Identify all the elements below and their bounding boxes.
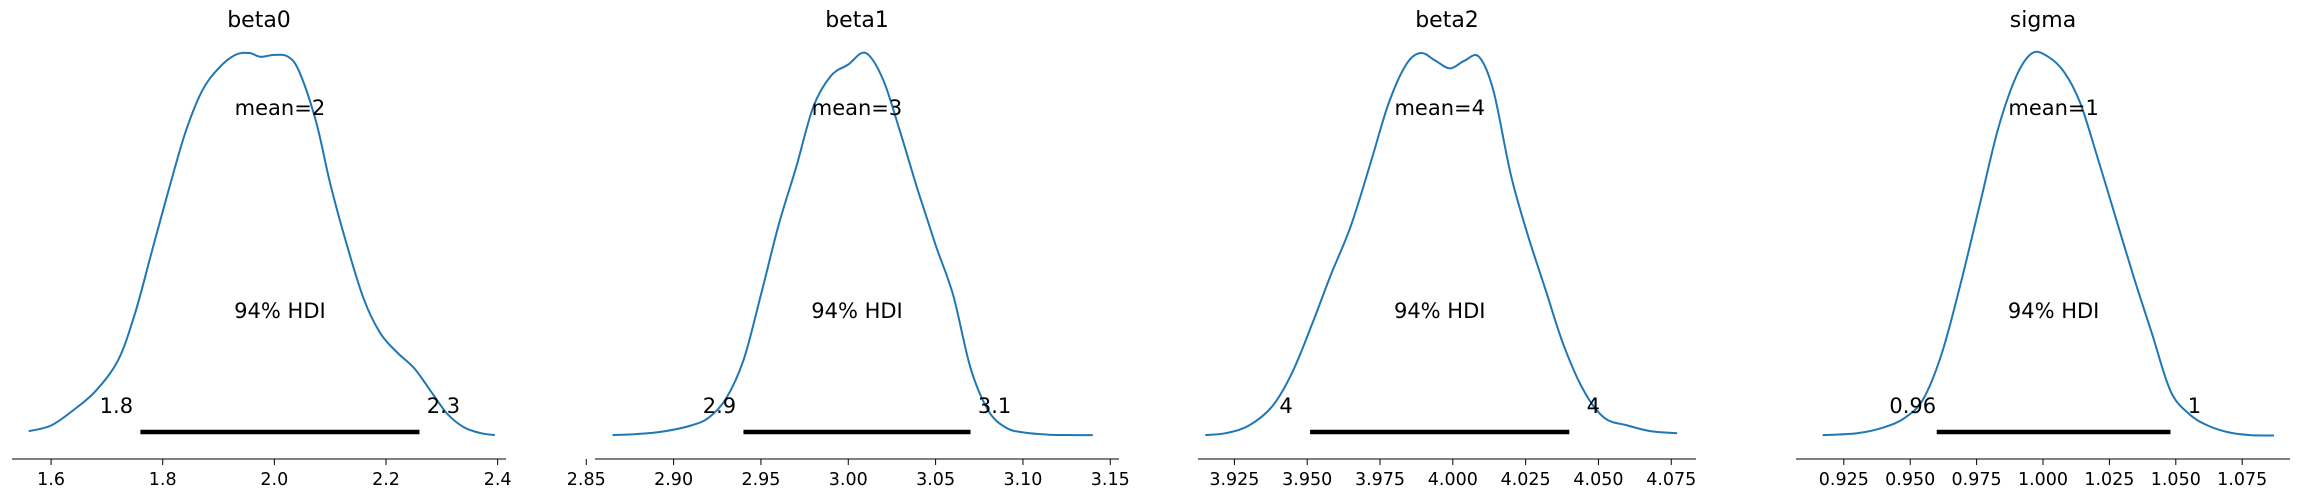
x-tick-label: 4.050: [1573, 470, 1623, 490]
x-tick-label: 3.925: [1209, 470, 1259, 490]
x-tick-label: 2.2: [372, 470, 400, 490]
hdi-label: 94% HDI: [234, 299, 326, 323]
density-curve: [612, 51, 1093, 437]
x-tick-label: 3.10: [1003, 470, 1042, 490]
posterior-panel-beta1: beta1 mean=3 94% HDI 2.9 3.1 2.85 2.90 2.95 3.00…: [567, 8, 1130, 490]
x-tick-label: 3.05: [916, 470, 955, 490]
x-tick-label: 4.075: [1646, 470, 1696, 490]
x-tick-label: 4.025: [1501, 470, 1551, 490]
x-tick-label: 0.950: [1885, 470, 1935, 490]
panel-title: beta1: [825, 8, 889, 33]
x-tick-label: 2.4: [484, 470, 512, 490]
hdi-upper-label: 4: [1587, 394, 1600, 418]
x-tick-label: 1.8: [149, 470, 177, 490]
x-tick-label: 3.00: [829, 470, 868, 490]
panel-title: sigma: [2010, 8, 2076, 33]
x-tick-label: 3.950: [1282, 470, 1332, 490]
x-tick-label: 2.95: [741, 470, 780, 490]
mean-annotation: mean=3: [812, 96, 903, 120]
density-curve: [1822, 50, 2275, 437]
x-tick-label: 1.025: [2084, 470, 2134, 490]
panel-title: beta2: [1415, 8, 1479, 33]
x-tick-label: 1.050: [2151, 470, 2201, 490]
x-tick-label: 1.6: [37, 470, 65, 490]
hdi-upper-label: 2.3: [427, 394, 460, 418]
mean-annotation: mean=2: [235, 96, 326, 120]
x-tick-label: 1.000: [2018, 470, 2068, 490]
mean-annotation: mean=1: [2008, 96, 2099, 120]
density-curve: [28, 51, 495, 437]
hdi-lower-label: 1.8: [100, 394, 133, 418]
hdi-upper-label: 1: [2188, 394, 2201, 418]
density-curve: [1205, 51, 1678, 437]
mean-annotation: mean=4: [1394, 96, 1485, 120]
hdi-lower-label: 4: [1279, 394, 1292, 418]
x-tick-label: 3.15: [1091, 470, 1130, 490]
x-tick-label: 3.975: [1355, 470, 1405, 490]
hdi-label: 94% HDI: [1394, 299, 1486, 323]
panel-title: beta0: [227, 8, 291, 33]
posterior-panel-beta0: beta0 mean=2 94% HDI 1.8 2.3 1.6 1.8 2.0 2.2 2.4: [12, 8, 512, 490]
x-tick-label: 0.975: [1952, 470, 2002, 490]
x-tick-label: 4.000: [1428, 470, 1478, 490]
x-tick-label: 1.075: [2217, 470, 2267, 490]
hdi-lower-label: 2.9: [703, 394, 736, 418]
posterior-panel-sigma: sigma mean=1 94% HDI 0.96 1 0.925 0.950 0.975 1.…: [1796, 8, 2290, 490]
x-tick-label: 0.925: [1819, 470, 1869, 490]
hdi-label: 94% HDI: [811, 299, 903, 323]
hdi-upper-label: 3.1: [978, 394, 1011, 418]
x-tick-label: 2.0: [260, 470, 288, 490]
x-tick-label: 2.90: [654, 470, 693, 490]
posterior-panel-beta2: beta2 mean=4 94% HDI 4 4 3.925 3.950 3.975 4.000…: [1198, 8, 1696, 490]
hdi-label: 94% HDI: [2008, 299, 2100, 323]
x-tick-label: 2.85: [567, 470, 606, 490]
hdi-lower-label: 0.96: [1889, 394, 1936, 418]
